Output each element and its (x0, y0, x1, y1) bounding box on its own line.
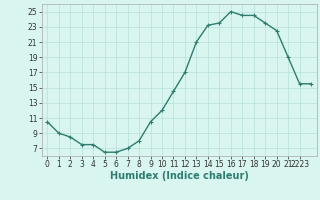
X-axis label: Humidex (Indice chaleur): Humidex (Indice chaleur) (110, 171, 249, 181)
